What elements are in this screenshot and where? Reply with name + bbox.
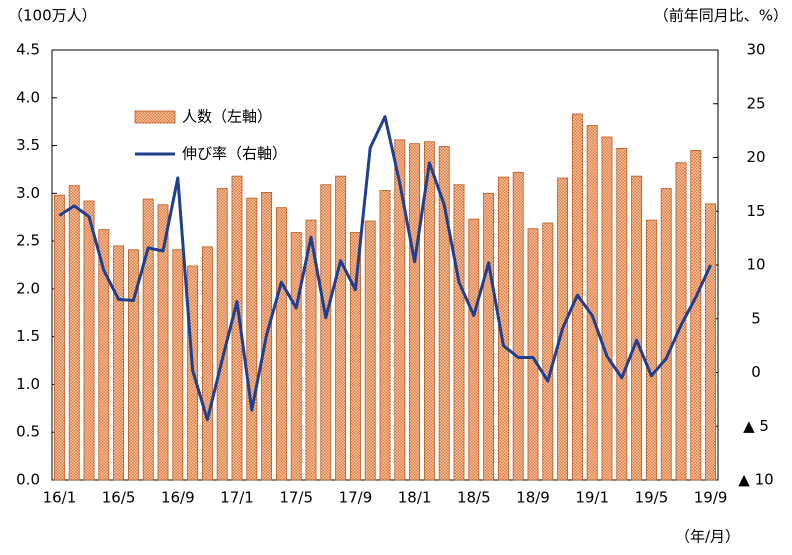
y-tick-label: 0.5 [16,423,40,441]
y-tick-label: 2.5 [16,232,40,250]
bar [601,136,613,481]
y-tick-label: 4.0 [16,88,40,106]
y2-tick-label: ▲ 5 [743,417,769,435]
bar [320,184,332,481]
bar [675,162,687,481]
bar [172,249,184,481]
legend-swatch [134,110,176,124]
y-tick-label: 3.5 [16,136,40,154]
y-tick-label: 1.5 [16,327,40,345]
bar [127,249,139,481]
x-tick-label: 18/1 [398,489,432,507]
y2-tick-label: 15 [746,202,765,220]
bar [542,222,554,481]
bar [53,194,65,481]
y-unit-label: （100万人） [8,7,97,25]
x-tick-label: 16/1 [43,489,77,507]
bar [512,171,524,481]
bar [631,175,643,481]
bar [98,229,110,481]
y-tick-label: 3.0 [16,184,40,202]
bar [142,198,154,481]
bar [216,188,228,481]
bar [409,143,421,481]
x-tick-label: 18/5 [457,489,491,507]
y2-tick-label: 10 [746,256,765,274]
legend-label: 伸び率（右軸） [182,145,287,163]
bar [645,219,657,481]
y2-tick-label: 20 [746,148,765,166]
bar [438,146,450,481]
y-tick-label: 4.5 [16,41,40,59]
y2-tick-label: 0 [751,363,761,381]
bar [586,125,598,481]
bar [68,185,80,481]
bar [394,139,406,481]
bar [275,207,287,481]
x-tick-label: 17/5 [279,489,313,507]
bar [483,192,495,481]
x-tick-label: 19/1 [575,489,609,507]
bar [497,176,509,481]
x-tick-label: 16/5 [102,489,136,507]
x-tick-label: 19/5 [635,489,669,507]
bar [616,148,628,481]
bar [246,197,258,481]
y-tick-label: 2.0 [16,279,40,297]
bar [660,188,672,481]
bar [468,218,480,481]
bar [305,219,317,481]
y2-unit-label: （前年同月比、%） [654,7,788,25]
bar [113,245,125,481]
x-unit-label: （年/月） [675,528,740,546]
y-tick-label: 0.0 [16,471,40,489]
bar [379,190,391,481]
y2-tick-label: ▲ 10 [738,471,773,489]
x-tick-label: 19/9 [694,489,728,507]
legend-label: 人数（左軸） [182,108,272,126]
bar [335,175,347,481]
bar [690,149,702,481]
bar [290,232,302,481]
x-tick-label: 16/9 [161,489,195,507]
bar [423,141,435,481]
y2-tick-label: 25 [746,94,765,112]
x-tick-label: 17/9 [339,489,373,507]
bar [83,200,95,481]
bar [157,204,169,481]
bar [527,228,539,481]
bar [453,184,465,481]
bar [349,232,361,481]
bar [364,220,376,481]
y2-tick-label: 5 [751,309,761,327]
y2-tick-label: 30 [746,41,765,59]
y-tick-label: 1.0 [16,375,40,393]
line-series [58,115,712,422]
bar [705,203,717,481]
x-tick-label: 17/1 [220,489,254,507]
bar [201,246,213,481]
x-tick-label: 18/9 [516,489,550,507]
